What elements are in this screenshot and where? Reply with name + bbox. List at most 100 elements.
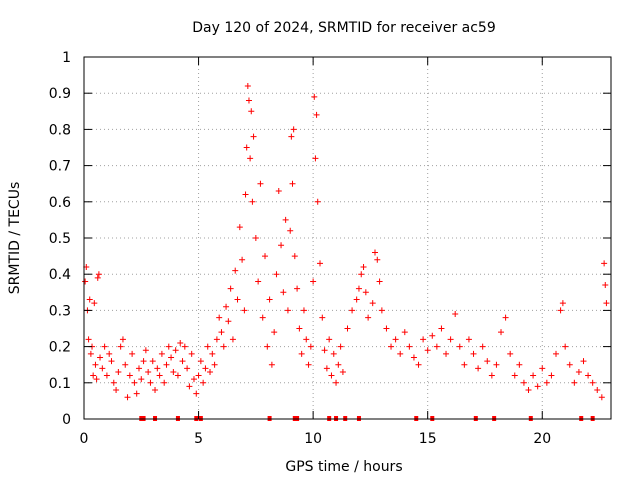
data-point bbox=[406, 343, 413, 350]
data-point bbox=[284, 307, 291, 314]
data-point bbox=[456, 343, 463, 350]
data-point bbox=[108, 358, 115, 365]
data-point bbox=[264, 343, 271, 350]
data-point bbox=[250, 133, 257, 140]
data-point bbox=[156, 372, 163, 379]
data-point bbox=[585, 372, 592, 379]
data-point bbox=[319, 314, 326, 321]
data-point bbox=[344, 325, 351, 332]
data-point bbox=[603, 300, 610, 307]
data-point bbox=[415, 361, 422, 368]
data-point bbox=[91, 300, 98, 307]
data-point bbox=[200, 379, 207, 386]
data-point bbox=[438, 325, 445, 332]
data-point bbox=[287, 227, 294, 234]
data-point bbox=[511, 372, 518, 379]
data-point bbox=[271, 329, 278, 336]
data-point bbox=[94, 274, 101, 281]
data-point bbox=[461, 361, 468, 368]
y-tick-label: 0.5 bbox=[49, 231, 71, 247]
data-point bbox=[242, 191, 249, 198]
data-point bbox=[243, 144, 250, 151]
data-point bbox=[313, 111, 320, 118]
data-point bbox=[305, 361, 312, 368]
data-point bbox=[249, 198, 256, 205]
data-point bbox=[241, 307, 248, 314]
data-point bbox=[99, 365, 106, 372]
data-point bbox=[149, 358, 156, 365]
data-point bbox=[275, 187, 282, 194]
data-point bbox=[326, 336, 333, 343]
data-point bbox=[152, 387, 159, 394]
data-point bbox=[433, 343, 440, 350]
data-point bbox=[232, 267, 239, 274]
data-point bbox=[268, 361, 275, 368]
data-point bbox=[507, 350, 514, 357]
data-point bbox=[288, 133, 295, 140]
data-point bbox=[312, 155, 319, 162]
data-point bbox=[207, 368, 214, 375]
data-point bbox=[594, 387, 601, 394]
x-axis-label: GPS time / hours bbox=[285, 459, 402, 475]
data-point bbox=[465, 336, 472, 343]
data-point bbox=[113, 387, 120, 394]
data-point bbox=[349, 307, 356, 314]
data-point bbox=[216, 314, 223, 321]
y-tick-label: 0.8 bbox=[49, 122, 71, 138]
data-point bbox=[126, 372, 133, 379]
data-point bbox=[122, 361, 129, 368]
data-point bbox=[170, 368, 177, 375]
data-point bbox=[562, 343, 569, 350]
data-point bbox=[543, 379, 550, 386]
data-point bbox=[353, 296, 360, 303]
data-point bbox=[204, 343, 211, 350]
data-point bbox=[255, 278, 262, 285]
data-point bbox=[447, 336, 454, 343]
data-point bbox=[110, 379, 117, 386]
y-axis-ticks: 0 0.1 0.2 0.3 0.4 0.5 0.6 0.7 0.8 0.9 1 bbox=[49, 50, 611, 428]
data-point bbox=[294, 285, 301, 292]
y-tick-label: 1 bbox=[62, 50, 71, 66]
data-point bbox=[289, 180, 296, 187]
y-tick-label: 0.1 bbox=[49, 376, 71, 392]
data-point bbox=[290, 126, 297, 133]
data-point bbox=[333, 379, 340, 386]
data-point bbox=[174, 372, 181, 379]
data-point bbox=[234, 296, 241, 303]
data-point bbox=[163, 361, 170, 368]
data-point bbox=[131, 379, 138, 386]
data-point bbox=[262, 253, 269, 260]
data-point bbox=[371, 249, 378, 256]
data-point bbox=[138, 376, 145, 383]
data-point bbox=[566, 361, 573, 368]
data-point bbox=[328, 372, 335, 379]
data-point bbox=[300, 307, 307, 314]
data-point bbox=[193, 390, 200, 397]
data-point bbox=[133, 390, 140, 397]
data-point bbox=[557, 307, 564, 314]
data-point bbox=[530, 372, 537, 379]
data-point bbox=[248, 108, 255, 115]
data-point bbox=[580, 358, 587, 365]
data-point bbox=[184, 365, 191, 372]
data-point bbox=[520, 379, 527, 386]
data-point bbox=[470, 350, 477, 357]
data-point bbox=[598, 394, 605, 401]
data-point bbox=[362, 289, 369, 296]
data-point bbox=[239, 256, 246, 263]
data-point bbox=[154, 365, 161, 372]
x-tick-label: 5 bbox=[194, 431, 203, 447]
data-point bbox=[101, 343, 108, 350]
data-point bbox=[106, 350, 113, 357]
y-tick-label: 0.3 bbox=[49, 303, 71, 319]
y-tick-label: 0.6 bbox=[49, 195, 71, 211]
data-point bbox=[190, 376, 197, 383]
data-point bbox=[97, 354, 104, 361]
data-point bbox=[168, 354, 175, 361]
data-point bbox=[119, 336, 126, 343]
data-point bbox=[358, 271, 365, 278]
data-point bbox=[95, 271, 102, 278]
data-point bbox=[383, 325, 390, 332]
data-point bbox=[252, 235, 259, 241]
data-point bbox=[218, 329, 225, 336]
